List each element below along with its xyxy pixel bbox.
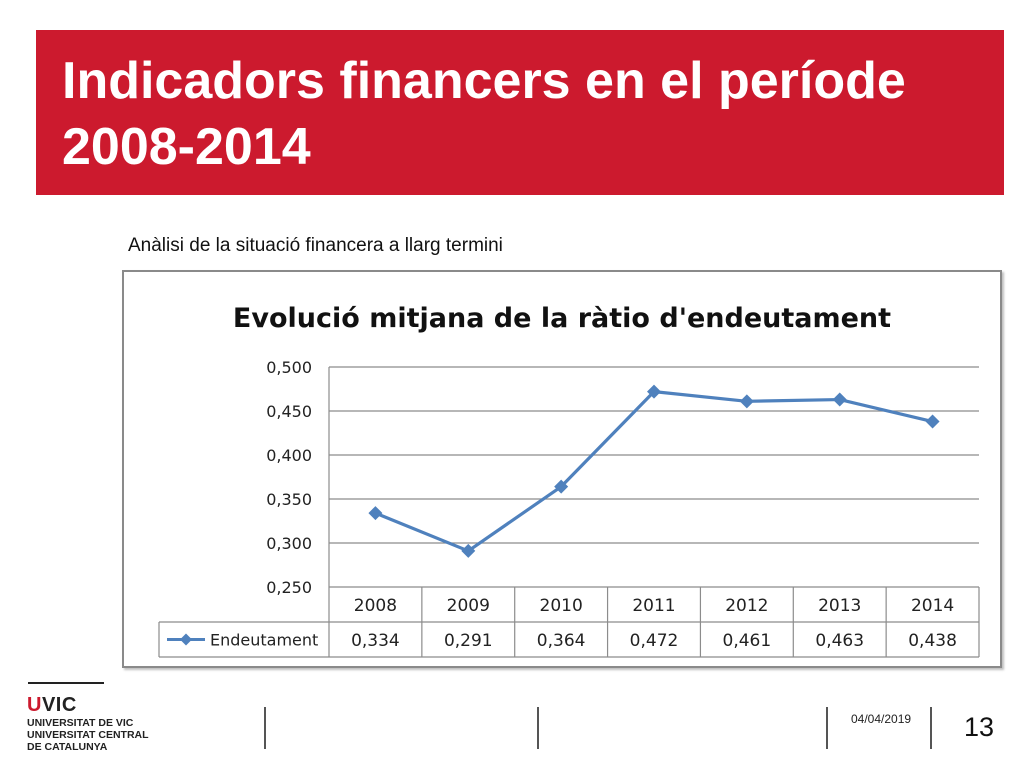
data-label: 0,438: [908, 631, 957, 651]
footer-separator: [264, 707, 266, 749]
chart-frame: Evolució mitjana de la ràtio d'endeutame…: [122, 270, 1002, 668]
page-number: 13: [964, 712, 995, 742]
data-point: [368, 506, 383, 521]
footer-rule: [28, 682, 104, 684]
x-tick-label: 2012: [725, 596, 768, 616]
footer-separator: [537, 707, 539, 749]
slide-subtitle: Anàlisi de la situació financera a llarg…: [128, 235, 503, 256]
line-chart: Evolució mitjana de la ràtio d'endeutame…: [158, 303, 980, 658]
y-tick-label: 0,500: [266, 358, 312, 377]
data-label: 0,364: [537, 631, 586, 651]
legend-label: Endeutament: [210, 631, 318, 650]
logo-u-letter: U: [27, 694, 42, 716]
slide-title: Indicadors financers en el període 2008-…: [62, 52, 906, 176]
data-point: [925, 414, 940, 429]
x-tick-label: 2009: [447, 596, 490, 616]
logo-rest: VIC: [41, 694, 77, 716]
x-tick-label: 2010: [540, 596, 583, 616]
y-tick-label: 0,400: [266, 446, 312, 465]
y-tick-label: 0,250: [266, 578, 312, 597]
x-tick-label: 2008: [354, 596, 397, 616]
y-tick-label: 0,350: [266, 490, 312, 509]
y-tick-label: 0,450: [266, 402, 312, 421]
data-point: [554, 479, 569, 494]
data-point: [832, 392, 847, 407]
uvic-logo: UVIC: [27, 694, 77, 717]
footer-date: 04/04/2019: [851, 712, 912, 726]
data-label: 0,461: [723, 631, 772, 651]
data-point: [739, 394, 754, 409]
data-label: 0,472: [630, 631, 679, 651]
footer-separator: [826, 707, 828, 749]
legend-marker: [180, 633, 192, 646]
x-tick-label: 2013: [818, 596, 861, 616]
x-tick-label: 2011: [632, 596, 675, 616]
data-point: [461, 543, 476, 558]
series-line: [374, 390, 933, 553]
data-label: 0,463: [815, 631, 864, 651]
data-point: [647, 384, 661, 399]
data-label: 0,334: [351, 631, 400, 651]
chart-title: Evolució mitjana de la ràtio d'endeutame…: [233, 303, 891, 334]
footer-separator: [930, 707, 932, 749]
university-name: UNIVERSITAT DE VIC UNIVERSITAT CENTRAL D…: [27, 717, 149, 753]
title-banner: Indicadors financers en el període 2008-…: [36, 30, 1004, 195]
data-label: 0,291: [444, 631, 493, 651]
y-tick-label: 0,300: [266, 534, 312, 553]
x-tick-label: 2014: [911, 596, 954, 616]
